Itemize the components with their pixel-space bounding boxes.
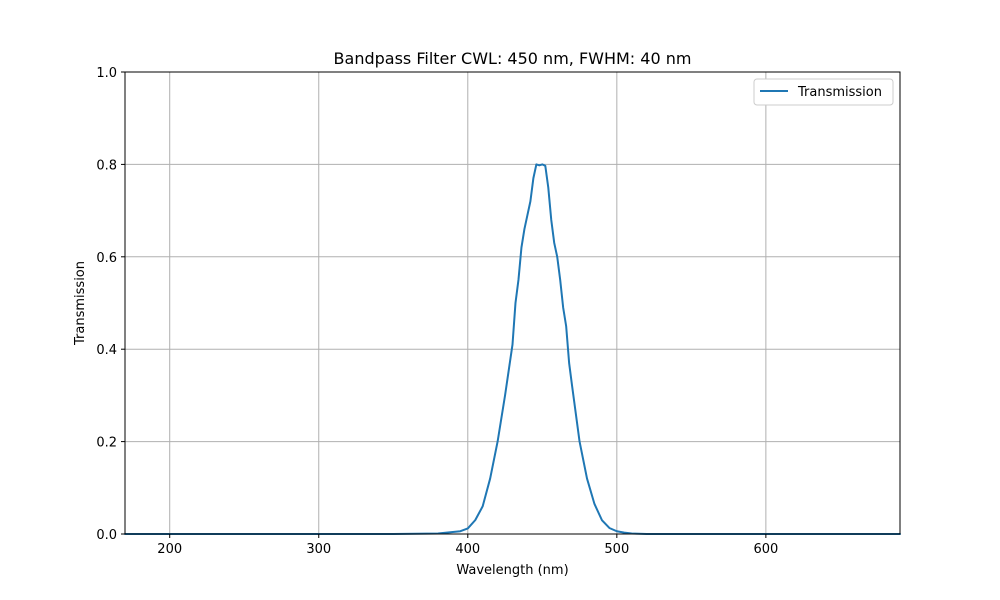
y-tick-label: 0.2	[96, 436, 117, 451]
y-tick-label: 0.0	[96, 528, 117, 543]
y-tick-label: 0.8	[96, 158, 117, 173]
x-tick-label: 300	[306, 542, 331, 557]
plot-frame	[124, 71, 901, 535]
legend-label: Transmission	[797, 85, 882, 100]
x-tick-label: 600	[753, 542, 778, 557]
y-axis-label: Transmission	[73, 261, 88, 346]
plot-area	[125, 72, 900, 534]
chart-title: Bandpass Filter CWL: 450 nm, FWHM: 40 nm	[334, 49, 692, 68]
x-tick-label: 400	[455, 542, 480, 557]
y-tick-label: 1.0	[96, 66, 117, 81]
y-tick-label: 0.6	[96, 251, 117, 266]
series-line-transmission	[124, 163, 901, 535]
legend-box	[753, 78, 894, 106]
series-layer	[124, 163, 901, 535]
x-axis-label: Wavelength (nm)	[456, 563, 568, 578]
legend: Transmission	[753, 78, 894, 106]
y-tick-label: 0.4	[96, 343, 117, 358]
y-axis: 0.0 0.2 0.4 0.6 0.8 1.0	[96, 66, 125, 543]
x-tick-label: 200	[157, 542, 182, 557]
x-axis: 200 300 400 500 600	[157, 534, 778, 557]
x-tick-label: 500	[604, 542, 629, 557]
